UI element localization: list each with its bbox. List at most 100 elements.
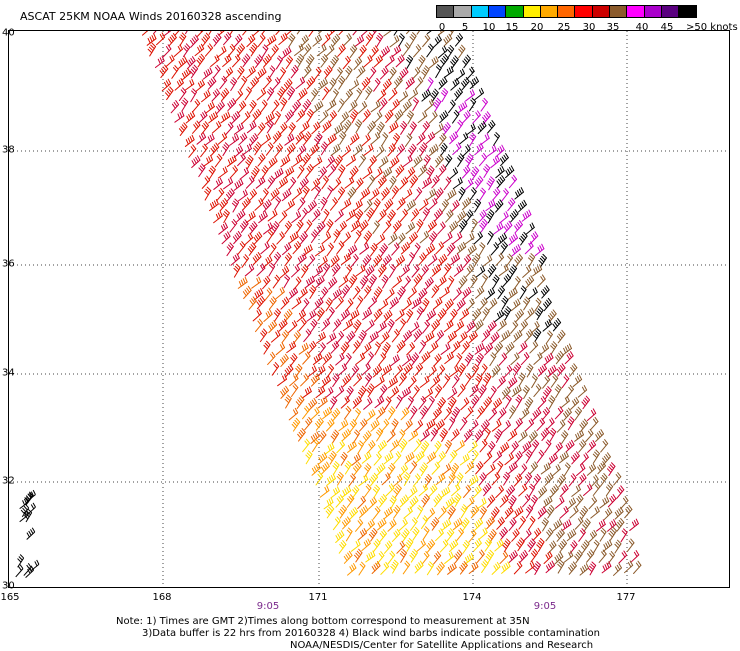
barb-feather xyxy=(520,375,524,378)
wind-barb xyxy=(397,341,405,353)
wind-barb xyxy=(453,178,462,189)
barb-shaft xyxy=(500,216,509,223)
wind-barb xyxy=(510,210,518,222)
barb-feather xyxy=(459,266,461,270)
barb-feather xyxy=(506,309,510,312)
barb-feather xyxy=(445,377,448,381)
barb-feather xyxy=(366,190,368,195)
barb-feather xyxy=(333,165,336,169)
barb-feather xyxy=(447,323,449,328)
barb-feather xyxy=(410,181,413,185)
wind-barb xyxy=(439,254,447,266)
wind-barb xyxy=(273,275,279,288)
wind-barb xyxy=(292,298,301,309)
barb-feather xyxy=(371,175,374,179)
barb-shaft xyxy=(415,81,422,89)
barb-feather xyxy=(483,266,485,271)
wind-barb xyxy=(403,299,412,310)
barb-feather xyxy=(219,154,222,158)
barb-feather xyxy=(414,100,418,103)
barb-feather xyxy=(317,209,320,213)
barb-feather xyxy=(444,143,447,147)
barb-feather xyxy=(536,268,538,273)
barb-feather xyxy=(160,58,162,63)
barb-shaft xyxy=(390,268,396,277)
barb-feather xyxy=(221,202,224,206)
barb-feather xyxy=(275,45,278,49)
barb-feather xyxy=(432,222,434,226)
barb-feather xyxy=(412,357,415,361)
wind-barb xyxy=(389,122,398,133)
barb-shaft xyxy=(243,31,250,35)
wind-barb xyxy=(255,199,263,211)
barb-feather xyxy=(456,375,459,379)
barb-feather xyxy=(402,181,405,185)
barb-feather xyxy=(286,297,289,301)
wind-barb xyxy=(453,232,462,243)
barb-shaft xyxy=(284,278,290,287)
wind-barb xyxy=(169,34,177,46)
barb-feather xyxy=(240,46,243,50)
barb-feather xyxy=(262,69,264,73)
barb-feather xyxy=(340,225,343,229)
wind-barb xyxy=(253,253,261,265)
wind-barb xyxy=(265,113,274,124)
wind-barb xyxy=(451,200,459,212)
wind-barb xyxy=(380,385,387,397)
barb-feather xyxy=(423,125,426,129)
barb-feather xyxy=(361,266,363,271)
barb-feather xyxy=(374,203,378,207)
barb-feather xyxy=(291,34,295,38)
barb-feather xyxy=(355,166,358,170)
wind-barb xyxy=(443,375,449,388)
barb-feather xyxy=(309,279,311,284)
wind-barb xyxy=(309,201,317,213)
barb-feather xyxy=(495,158,497,163)
wind-barb xyxy=(453,110,459,123)
wind-barb xyxy=(420,376,429,387)
wind-barb xyxy=(238,242,245,254)
wind-barb xyxy=(279,319,287,331)
barb-feather xyxy=(323,80,325,85)
barb-feather xyxy=(390,199,393,203)
wind-barb xyxy=(447,243,455,255)
barb-feather xyxy=(357,310,359,315)
wind-barb xyxy=(291,65,298,77)
barb-feather xyxy=(532,377,536,380)
wind-barb xyxy=(199,111,207,123)
barb-feather xyxy=(377,289,380,293)
wind-barb xyxy=(331,198,338,210)
wind-barb xyxy=(444,320,453,331)
barb-shaft xyxy=(299,322,306,330)
barb-feather xyxy=(224,115,226,120)
barb-shaft xyxy=(529,292,538,299)
barb-shaft xyxy=(329,115,336,123)
wind-barb xyxy=(431,376,439,388)
wind-barb xyxy=(359,155,366,168)
barb-feather xyxy=(400,289,403,293)
barb-feather xyxy=(459,120,462,124)
barb-feather xyxy=(497,365,500,369)
barb-feather xyxy=(272,299,275,303)
barb-feather xyxy=(385,258,388,262)
barb-feather xyxy=(574,364,577,368)
wind-barb xyxy=(429,57,438,68)
wind-barb xyxy=(508,198,515,210)
barb-feather xyxy=(315,303,318,307)
barb-feather xyxy=(400,377,403,381)
barb-feather xyxy=(220,204,223,208)
barb-feather xyxy=(261,90,263,94)
barb-feather xyxy=(284,123,287,127)
barb-feather xyxy=(276,275,279,279)
wind-barb xyxy=(511,321,518,333)
wind-barb xyxy=(350,80,359,91)
barb-feather xyxy=(270,38,272,43)
wind-barb xyxy=(448,45,454,58)
barb-feather xyxy=(459,302,462,306)
barb-feather xyxy=(252,45,255,49)
barb-feather xyxy=(540,258,543,262)
barb-feather xyxy=(474,244,476,248)
barb-feather xyxy=(300,313,302,317)
barb-feather xyxy=(513,289,515,294)
barb-feather xyxy=(211,155,213,160)
